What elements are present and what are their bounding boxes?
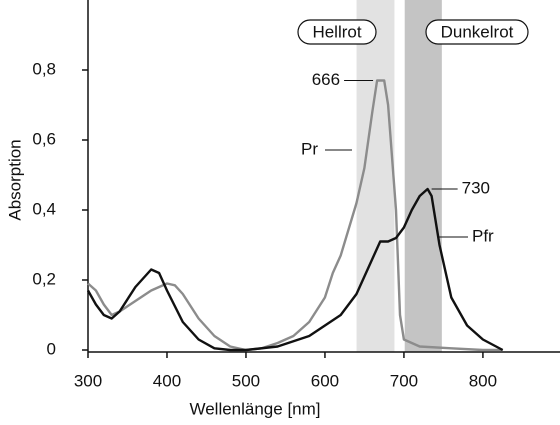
band [404, 0, 442, 352]
x-tick-label: 700 [390, 371, 418, 390]
band-label-box [297, 19, 377, 45]
x-tick-label: 400 [153, 371, 181, 390]
series-label: Pfr [472, 226, 494, 245]
annotation: 666 [312, 70, 340, 89]
y-tick-label: 0,6 [32, 129, 56, 148]
series-line [86, 187, 504, 352]
annotation: 730 [462, 178, 490, 197]
y-tick-label: 0,8 [32, 59, 56, 78]
y-tick-label: 0,4 [32, 199, 56, 218]
x-tick-label: 800 [469, 371, 497, 390]
x-tick-label: 500 [232, 371, 260, 390]
band-label: Hellrot [312, 22, 361, 41]
x-tick-label: 300 [74, 371, 102, 390]
x-axis-label: Wellenlänge [nm] [189, 399, 320, 418]
band-label: Dunkelrot [441, 22, 514, 41]
y-tick-label: 0 [47, 339, 56, 358]
band-label-box [425, 19, 529, 45]
series-line [87, 79, 503, 352]
y-axis-label: Absorption [5, 139, 24, 220]
y-tick-label: 0,2 [32, 269, 56, 288]
series-label: Pr [301, 139, 318, 158]
x-tick-label: 600 [311, 371, 339, 390]
